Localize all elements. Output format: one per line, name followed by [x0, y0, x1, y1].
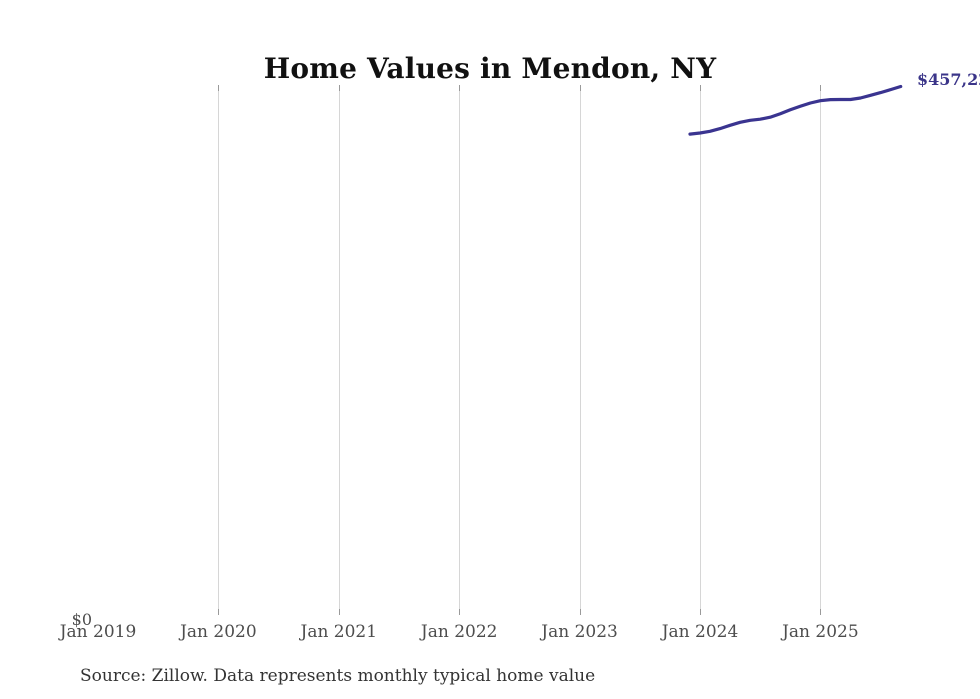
gridline: [338, 85, 340, 615]
x-axis-tick-label: Jan 2024: [661, 622, 739, 642]
latest-value-label: $457,225: [917, 70, 980, 89]
gridline: [579, 85, 581, 615]
source-note: Source: Zillow. Data represents monthly …: [80, 666, 596, 686]
gridline: [218, 85, 220, 615]
x-axis-tick-label: Jan 2022: [420, 622, 498, 642]
page-title: Home Values in Mendon, NY: [263, 51, 717, 85]
x-axis-tick-label: Jan 2020: [180, 622, 257, 642]
y-axis-zero-label: $0: [71, 610, 92, 629]
x-axis-tick-label: Jan 2019: [59, 622, 137, 642]
x-axis-tick-label: Jan 2025: [782, 622, 859, 642]
x-axis-tick-label: Jan 2023: [541, 622, 618, 642]
x-axis-tick-label: Jan 2021: [300, 622, 378, 642]
gridline: [700, 85, 701, 615]
home-value-line: [688, 84, 903, 136]
gridline: [459, 85, 461, 615]
gridline: [820, 85, 822, 615]
